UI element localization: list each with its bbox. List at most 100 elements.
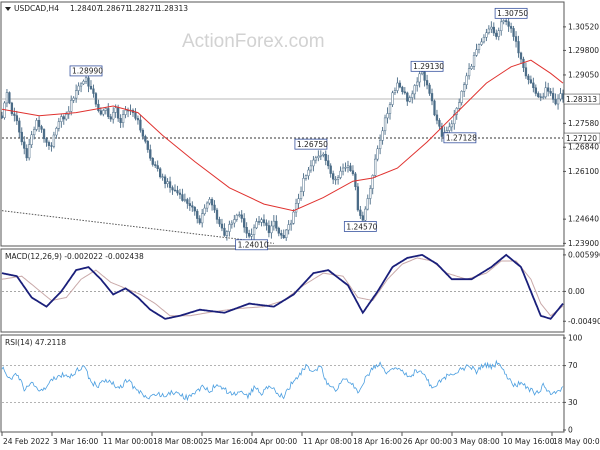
candle-body	[183, 199, 187, 201]
candle-body	[72, 97, 75, 101]
candle-body	[191, 205, 194, 208]
candle-body	[84, 77, 88, 82]
candle-body	[119, 117, 122, 124]
candle-body	[10, 102, 14, 115]
macd-y-tick-label: 0.005996	[568, 250, 600, 259]
x-tick-label: 26 Apr 00:00	[403, 437, 452, 446]
candle-body	[339, 170, 342, 178]
candle-body	[205, 202, 209, 209]
candle-body	[505, 20, 508, 22]
candle-body	[5, 92, 9, 104]
rsi-y-tick-label: 0	[568, 426, 573, 435]
candle-body	[346, 165, 350, 168]
candle-body	[433, 100, 436, 116]
candle-body	[324, 153, 327, 161]
candle-body	[114, 107, 117, 113]
candle-body	[524, 67, 528, 77]
candle-body	[265, 222, 268, 226]
candle-body	[247, 233, 251, 237]
candle-body	[554, 99, 557, 105]
trend-line	[1, 210, 274, 244]
x-tick-label: 3 May 08:00	[453, 437, 500, 446]
candle-body	[87, 77, 90, 87]
candle-body	[243, 218, 246, 228]
candle-body	[539, 96, 542, 98]
candle-body	[280, 233, 283, 236]
candle-body	[171, 187, 174, 191]
candle-body	[40, 126, 43, 130]
candle-body	[312, 159, 315, 167]
candle-body	[369, 188, 372, 199]
candle-body	[18, 120, 21, 133]
x-tick-label: 11 Mar 00:00	[103, 437, 153, 446]
candle-body	[188, 203, 191, 206]
candle-body	[460, 90, 463, 103]
candle-body	[74, 90, 78, 99]
candle-body	[413, 85, 416, 95]
candle-body	[314, 157, 318, 161]
candle-body	[260, 219, 263, 223]
candle-body	[356, 186, 360, 211]
watermark: ActionForex.com	[182, 31, 325, 52]
x-tick-label: 10 May 16:00	[503, 437, 555, 446]
candle-body	[487, 28, 491, 34]
candle-body	[99, 110, 103, 115]
current-price-tag-box	[563, 93, 600, 105]
candle-body	[406, 92, 409, 102]
candle-body	[334, 178, 337, 181]
candle-body	[77, 85, 80, 91]
candle-body	[361, 215, 364, 221]
y-tick-label: 1.29050	[568, 70, 599, 79]
candle-body	[329, 165, 332, 174]
candle-body	[55, 128, 58, 136]
candle-body	[252, 227, 256, 235]
candle-body	[527, 75, 530, 80]
symbol-title: USDCAD,H4	[14, 4, 59, 13]
candle-body	[547, 87, 550, 92]
candle-body	[470, 66, 473, 69]
annotation-box	[494, 7, 528, 19]
x-tick-label: 11 Apr 08:00	[303, 437, 352, 446]
candle-body	[289, 222, 293, 225]
candle-body	[250, 234, 253, 237]
candle-body	[482, 36, 486, 43]
candle-body	[168, 181, 172, 188]
x-tick-label: 18 Mar 08:00	[153, 437, 203, 446]
candle-body	[332, 173, 335, 180]
candle-body	[186, 199, 189, 204]
x-tick-label: 4 Apr 00:00	[253, 437, 297, 446]
candle-body	[13, 113, 16, 116]
annotation-box	[443, 132, 477, 144]
candle-body	[213, 204, 216, 211]
candle-body	[408, 97, 411, 102]
candle-body	[297, 198, 300, 204]
candle-body	[45, 138, 48, 143]
candle-body	[208, 199, 211, 204]
candle-body	[381, 130, 384, 141]
y-tick-label: 1.30520	[568, 22, 599, 31]
candle-body	[462, 84, 466, 92]
collapse-triangle-icon[interactable]	[5, 7, 11, 11]
candle-body	[534, 87, 537, 94]
candle-body	[477, 44, 481, 50]
candle-body	[149, 149, 152, 159]
x-tick-label: 24 Feb 2022	[3, 437, 50, 446]
y-tick-label: 1.27580	[568, 119, 599, 128]
annotation-box	[69, 65, 103, 77]
candle-body	[537, 93, 540, 97]
support-price-tag-label: 1.27120	[566, 134, 597, 143]
ohlc-close: 1.28313	[157, 4, 188, 13]
annotation-label: 1.26750	[297, 140, 328, 149]
candle-body	[287, 224, 290, 231]
y-tick-label: 1.26840	[568, 143, 599, 152]
candle-body	[403, 91, 406, 94]
candle-body	[327, 160, 330, 167]
candle-body	[146, 141, 149, 150]
support-price-tag-box	[563, 132, 600, 144]
candle-body	[57, 121, 60, 129]
candle-body	[210, 199, 214, 206]
candle-body	[97, 103, 100, 111]
candle-body	[502, 20, 505, 23]
annotation-box	[235, 239, 269, 251]
